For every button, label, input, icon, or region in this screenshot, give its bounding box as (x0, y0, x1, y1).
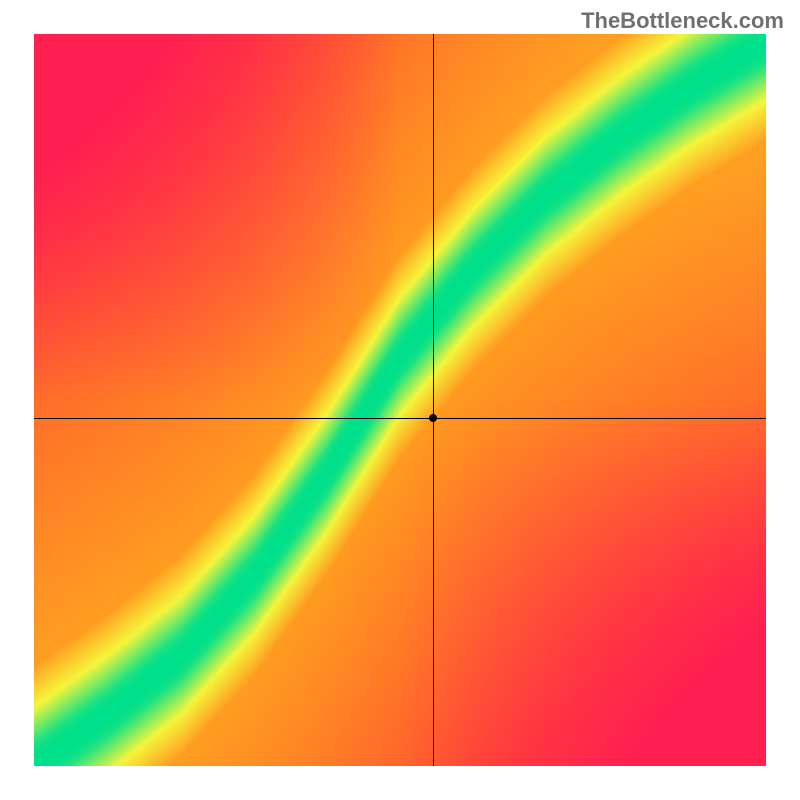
chart-container: TheBottleneck.com (0, 0, 800, 800)
crosshair-vertical (433, 34, 434, 766)
heatmap-canvas (34, 34, 766, 766)
crosshair-horizontal (34, 418, 766, 419)
plot-frame (34, 34, 766, 766)
watermark-text: TheBottleneck.com (581, 8, 784, 34)
crosshair-marker (429, 414, 437, 422)
